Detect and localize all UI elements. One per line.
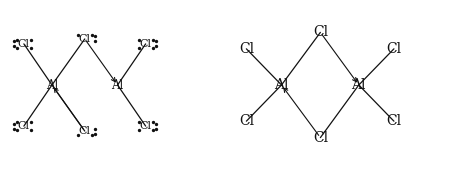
Text: Al: Al <box>46 79 58 91</box>
Text: Al: Al <box>111 79 124 91</box>
Text: Cl: Cl <box>79 126 91 136</box>
Text: Cl: Cl <box>239 114 254 128</box>
Text: Cl: Cl <box>79 34 91 44</box>
Text: Cl: Cl <box>386 42 401 56</box>
Text: Cl: Cl <box>140 39 152 49</box>
Text: Al: Al <box>274 78 289 92</box>
Text: Cl: Cl <box>239 42 254 56</box>
Text: Cl: Cl <box>386 114 401 128</box>
Text: Cl: Cl <box>313 131 328 145</box>
Text: Al: Al <box>352 78 366 92</box>
Text: Cl: Cl <box>313 25 328 39</box>
Text: Cl: Cl <box>140 121 152 131</box>
Text: Cl: Cl <box>18 121 30 131</box>
Text: Cl: Cl <box>18 39 30 49</box>
